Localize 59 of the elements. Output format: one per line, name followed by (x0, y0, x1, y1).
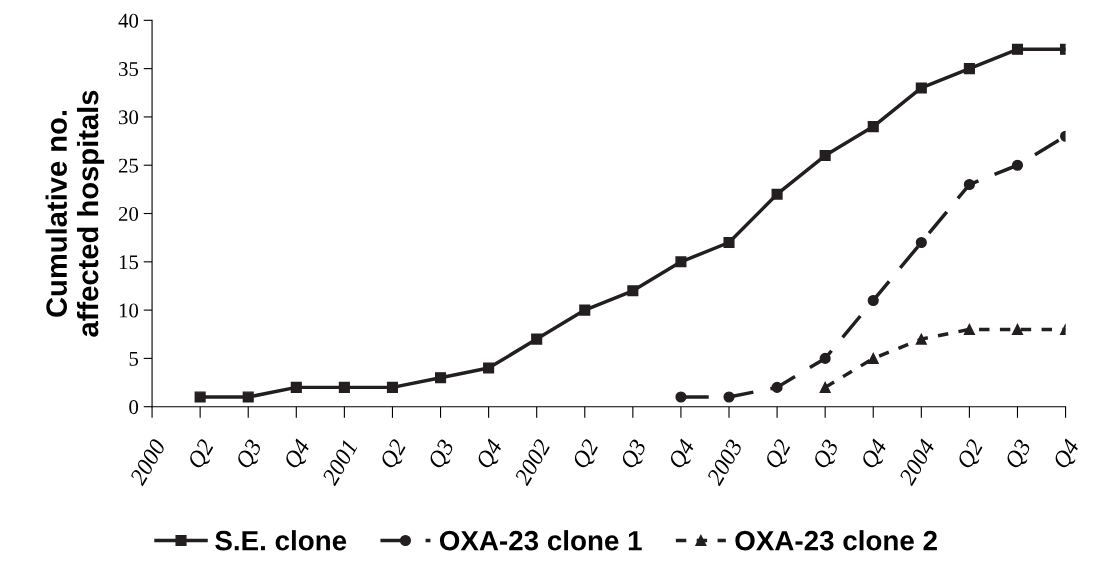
point (434, 372, 447, 384)
x-tick-label: Q3 (812, 438, 843, 472)
point (771, 188, 783, 200)
point (963, 178, 975, 191)
point (675, 391, 687, 403)
x-tick-label: Q3 (619, 438, 650, 472)
y-tick-label: 30 (119, 110, 139, 125)
point (723, 236, 735, 249)
y-tick-label: 10 (119, 303, 139, 318)
point (290, 381, 302, 393)
point (483, 362, 495, 374)
x-tick-label: Q3 (235, 438, 266, 472)
y-tick-label: 20 (118, 206, 139, 221)
x-tick-label: Q4 (283, 438, 314, 472)
point (1011, 43, 1024, 55)
x-tick-label: Q4 (1052, 438, 1083, 472)
point (867, 352, 879, 364)
y-tick-label: 0 (129, 400, 139, 415)
point (1011, 323, 1024, 335)
point (386, 381, 399, 393)
point (867, 121, 879, 133)
point (531, 333, 543, 345)
x-tick-label: Q4 (667, 438, 699, 472)
point (819, 150, 831, 162)
point (963, 63, 975, 75)
point (771, 381, 783, 393)
x-tick-label: Q3 (1004, 438, 1035, 472)
y-tick-label: 25 (118, 158, 139, 173)
point (194, 391, 206, 403)
point (819, 381, 831, 393)
point (915, 236, 927, 249)
y-axis-title: Cumulative no. affected hospitals (45, 90, 105, 337)
point (675, 256, 687, 268)
x-tick-label: Q3 (427, 438, 458, 472)
x-tick-label: Q2 (187, 438, 218, 472)
x-tick-label: Q2 (956, 438, 987, 472)
x-tick-label: Q2 (763, 438, 795, 472)
point (627, 285, 639, 297)
point (723, 391, 735, 403)
point (579, 304, 591, 316)
point (867, 294, 879, 307)
point (242, 391, 254, 403)
point (963, 323, 975, 335)
point (915, 333, 927, 345)
y-tick-label: 40 (118, 13, 139, 28)
y-tick-label: 35 (119, 62, 139, 77)
legend-label: OXA-23 clone 1 (439, 530, 642, 551)
point (338, 381, 350, 393)
x-tick-label: Q4 (860, 438, 891, 472)
x-tick-label: Q2 (571, 438, 603, 472)
y-tick-label: 15 (119, 255, 139, 270)
point (1011, 159, 1024, 171)
legend-label: OXA-23 clone 2 (735, 530, 937, 551)
x-tick-label: Q2 (379, 438, 410, 472)
point (819, 352, 831, 364)
x-tick-label: Q4 (475, 438, 506, 472)
y-tick-label: 5 (129, 351, 139, 366)
legend-label: S.E. clone (215, 530, 347, 551)
point (915, 82, 927, 94)
